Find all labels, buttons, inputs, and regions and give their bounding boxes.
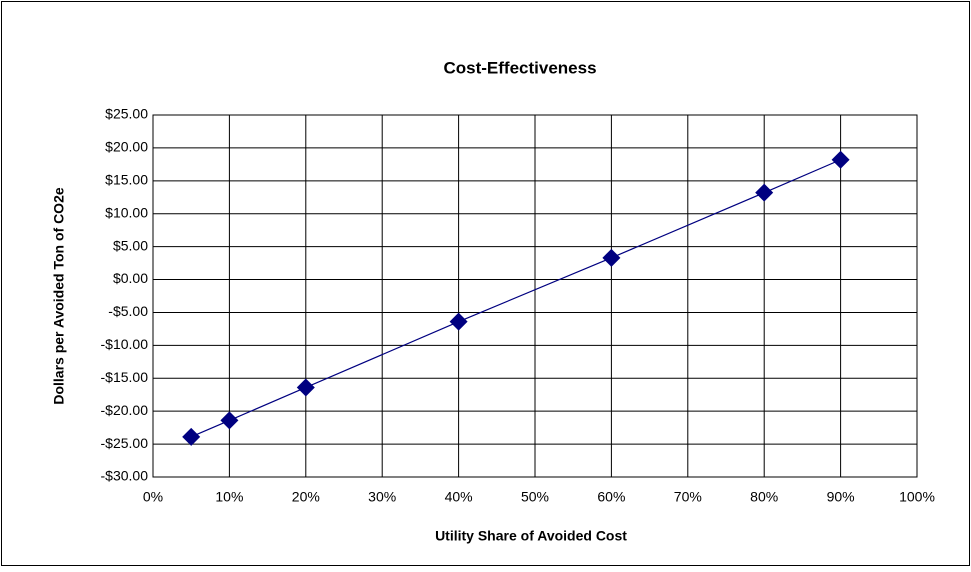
chart-title: Cost-Effectiveness <box>443 58 596 77</box>
y-tick-label: -$20.00 <box>101 402 149 418</box>
plot-border <box>152 114 918 478</box>
x-tick-label: 40% <box>445 489 473 505</box>
x-tick-label: 50% <box>521 489 549 505</box>
y-tick-label: -$10.00 <box>101 336 149 352</box>
y-tick-label: $5.00 <box>113 237 148 253</box>
x-tick-label: 90% <box>827 489 855 505</box>
x-tick-label: 60% <box>597 489 625 505</box>
data-point <box>182 427 201 446</box>
x-tick-label: 70% <box>674 489 702 505</box>
data-point <box>831 150 850 169</box>
data-point <box>220 411 239 430</box>
y-tick-label: -$30.00 <box>101 468 149 484</box>
x-tick-label: 30% <box>368 489 396 505</box>
x-tick-label: 100% <box>899 489 935 505</box>
data-point <box>755 183 774 202</box>
y-tick-label: $15.00 <box>105 172 148 188</box>
y-tick-label: $25.00 <box>105 106 148 122</box>
data-point <box>602 248 621 267</box>
y-tick-label: -$5.00 <box>108 303 148 319</box>
y-axis-label: Dollars per Avoided Ton of CO2e <box>51 187 67 405</box>
y-tick-label: -$15.00 <box>101 369 149 385</box>
x-tick-label: 0% <box>143 489 163 505</box>
data-point <box>449 312 468 331</box>
y-tick-label: $10.00 <box>105 204 148 220</box>
x-axis-label: Utility Share of Avoided Cost <box>435 528 627 544</box>
x-tick-label: 20% <box>292 489 320 505</box>
x-tick-label: 80% <box>750 489 778 505</box>
y-tick-label: $0.00 <box>113 270 148 286</box>
y-tick-label: -$25.00 <box>101 435 149 451</box>
x-tick-label: 10% <box>215 489 243 505</box>
y-tick-label: $20.00 <box>105 139 148 155</box>
data-point <box>296 378 315 397</box>
